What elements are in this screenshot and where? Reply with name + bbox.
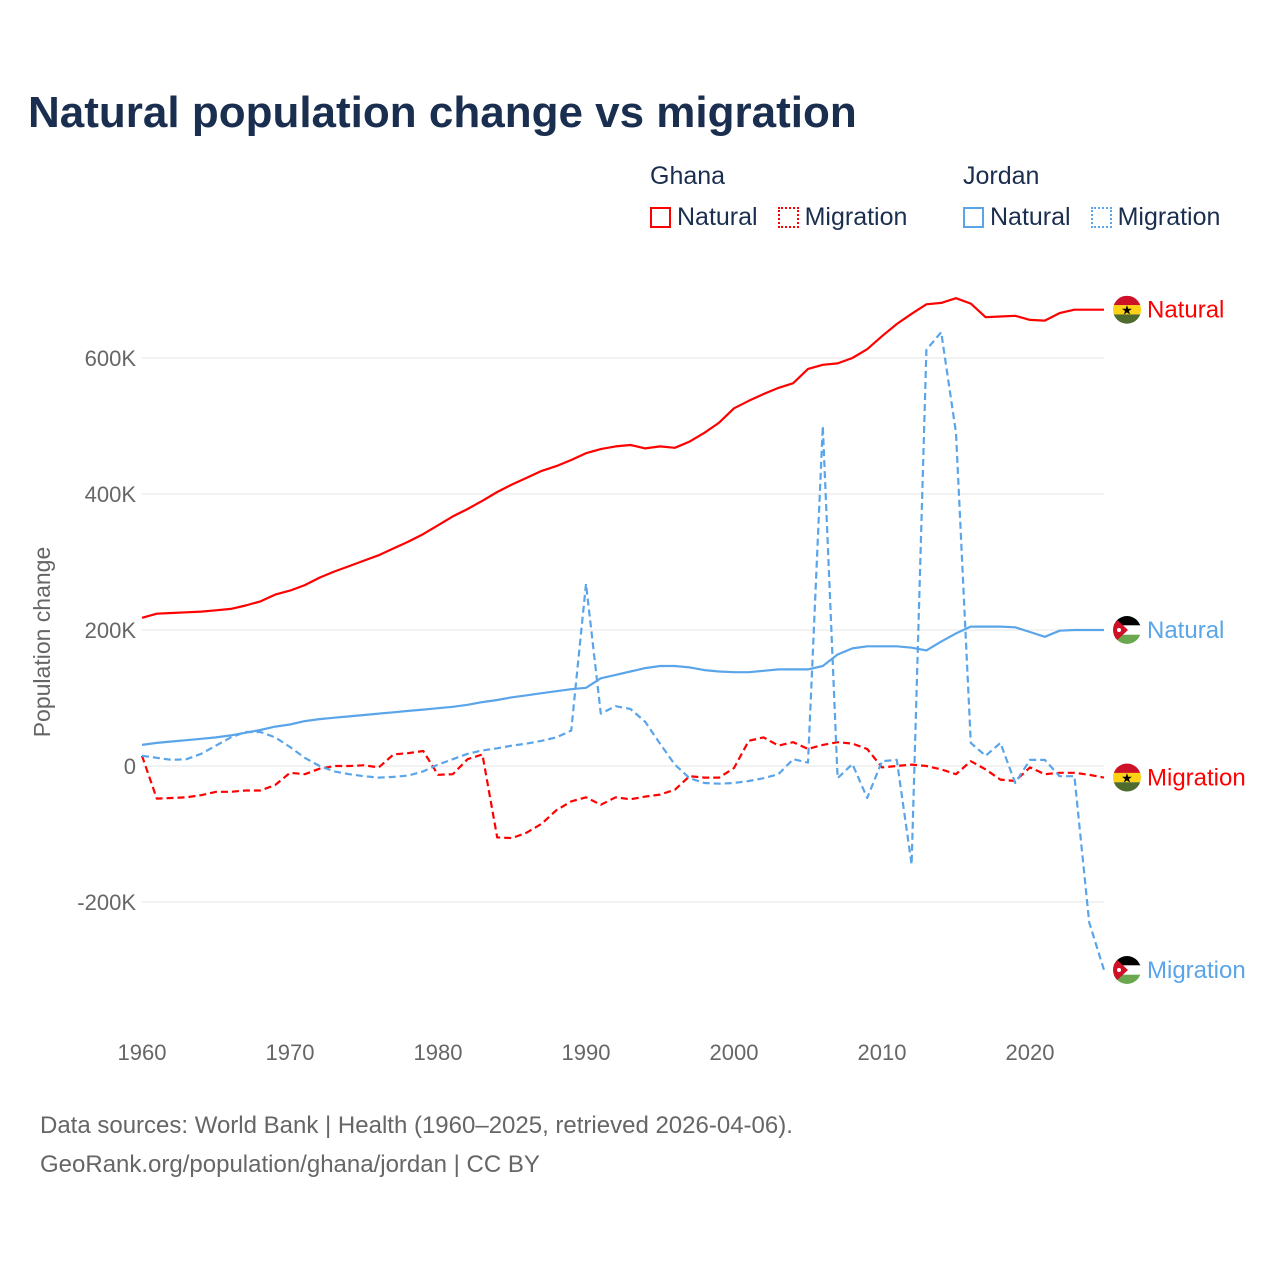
jordan-flag-icon: [1113, 956, 1141, 984]
legend-label: Migration: [1117, 203, 1221, 231]
source-note: Data sources: World Bank | Health (1960–…: [40, 1112, 793, 1139]
y-axis-label: Population change: [29, 547, 55, 738]
series-line-jordan-natural: [141, 625, 1104, 746]
series-end-label: Natural: [1147, 617, 1224, 644]
legend-item-jordan-natural[interactable]: Natural: [963, 203, 1071, 232]
series-end-label: Migration: [1147, 957, 1246, 984]
series-end-label: Migration: [1147, 765, 1246, 792]
x-tick-label: 1980: [414, 1040, 463, 1065]
y-tick-label: -200K: [77, 890, 136, 915]
x-tick-label: 1970: [266, 1040, 315, 1065]
legend-group-ghana: Ghana Natural Migration: [650, 162, 907, 232]
chart-title: Natural population change vs migration: [28, 88, 857, 137]
y-tick-label: 0: [124, 754, 136, 779]
legend-group-jordan: Jordan Natural Migration: [963, 162, 1220, 232]
footer: Data sources: World Bank | Health (1960–…: [40, 1106, 793, 1184]
series-line-ghana-migration: [140, 736, 1105, 840]
legend-swatch-dotted: [777, 207, 799, 228]
legend-item-jordan-migration[interactable]: Migration: [1090, 203, 1221, 232]
series-end-label: Natural: [1147, 297, 1224, 324]
legend-swatch-solid: [650, 207, 671, 228]
y-tick-label: 600K: [85, 346, 137, 371]
y-tick-label: 400K: [85, 482, 137, 507]
x-tick-label: 2010: [858, 1040, 907, 1065]
series-line-ghana-natural: [141, 297, 1104, 619]
legend-item-ghana-natural[interactable]: Natural: [650, 203, 758, 232]
y-tick-label: 200K: [85, 618, 137, 643]
legend-label: Natural: [990, 203, 1071, 231]
svg-text:★: ★: [1121, 771, 1133, 786]
x-tick-label: 2000: [710, 1040, 759, 1065]
ghana-flag-icon: ★: [1113, 763, 1141, 792]
legend-swatch-dotted: [1090, 207, 1112, 228]
legend-label: Natural: [677, 203, 758, 231]
legend-label: Migration: [804, 203, 908, 231]
legend-group-title: Ghana: [650, 162, 726, 190]
legend-swatch-solid: [963, 207, 984, 228]
svg-text:★: ★: [1121, 303, 1133, 318]
x-tick-label: 1960: [118, 1040, 167, 1065]
legend-item-ghana-migration[interactable]: Migration: [777, 203, 908, 232]
x-tick-label: 2020: [1006, 1040, 1055, 1065]
legend-group-title: Jordan: [963, 162, 1040, 190]
x-tick-label: 1990: [562, 1040, 611, 1065]
series-line-jordan-migration: [141, 331, 1106, 971]
source-link[interactable]: GeoRank.org/population/ghana/jordan | CC…: [40, 1151, 540, 1178]
jordan-flag-icon: [1113, 616, 1141, 644]
ghana-flag-icon: ★: [1113, 295, 1141, 324]
